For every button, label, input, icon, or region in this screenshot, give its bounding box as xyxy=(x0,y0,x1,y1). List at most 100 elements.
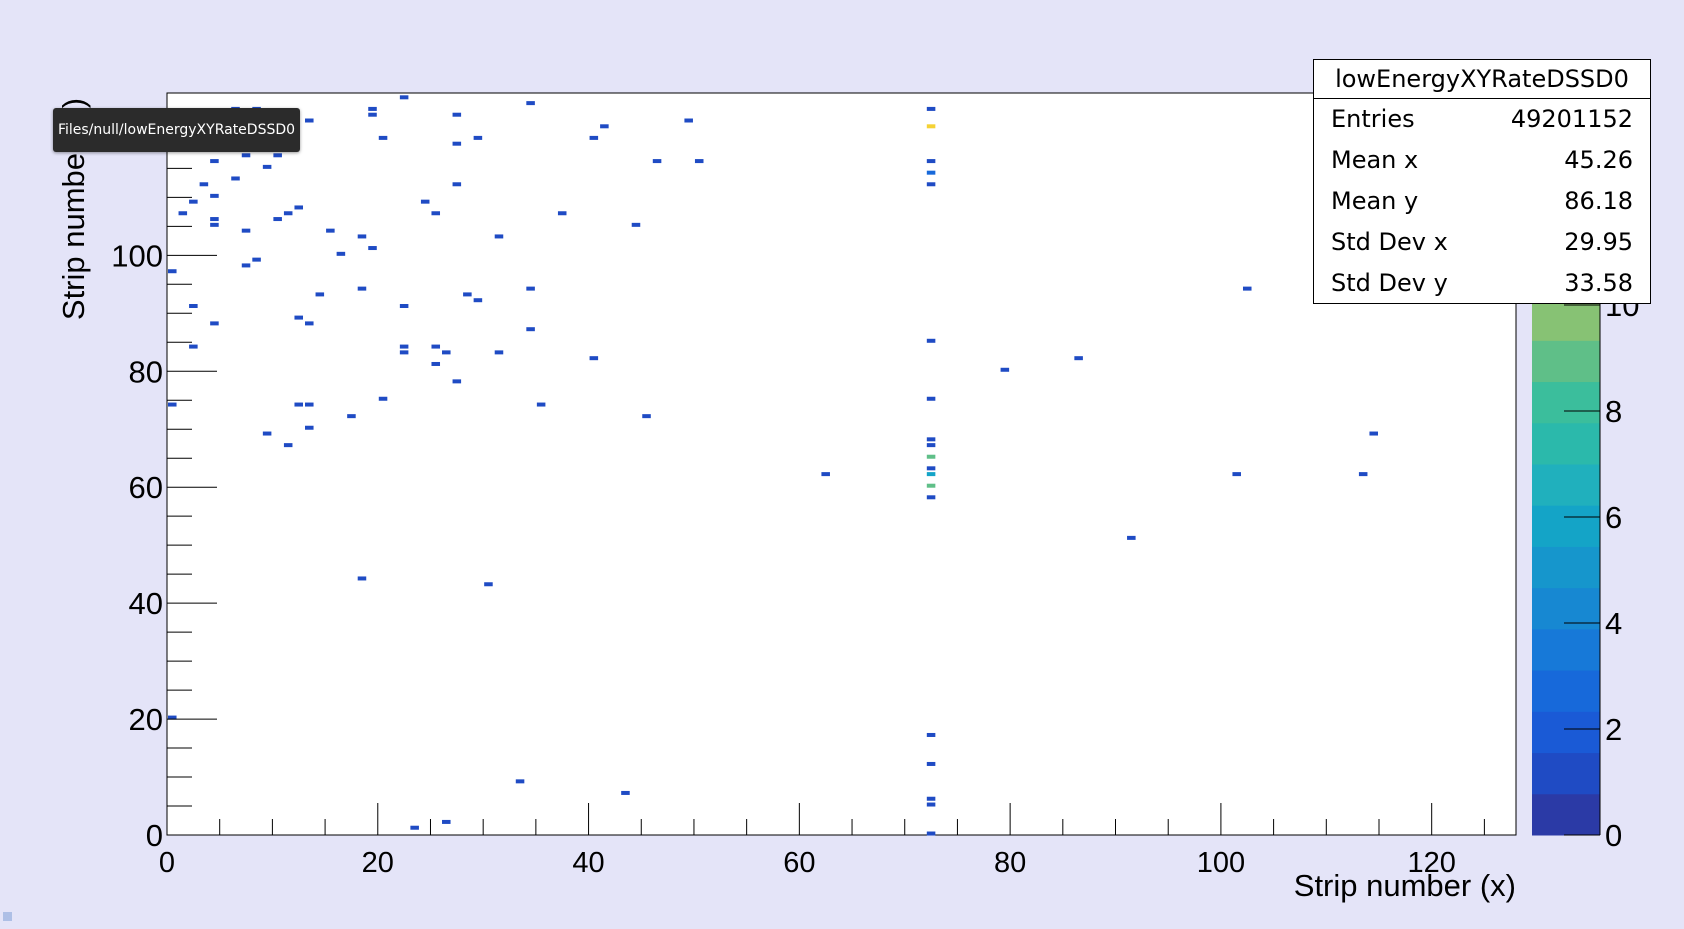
stats-label: Std Dev y xyxy=(1331,269,1448,297)
heatmap-cell xyxy=(262,164,272,169)
heatmap-cell xyxy=(273,217,282,222)
heatmap-cell xyxy=(368,106,377,111)
stats-value: 33.58 xyxy=(1564,269,1633,297)
heatmap-cell xyxy=(926,159,936,164)
heatmap-cell xyxy=(399,95,409,100)
stats-row-stddev-x: Std Dev x 29.95 xyxy=(1314,222,1650,263)
stats-title: lowEnergyXYRateDSSD0 xyxy=(1314,60,1650,99)
heatmap-cell xyxy=(262,431,272,436)
stats-label: Std Dev x xyxy=(1331,228,1448,256)
heatmap-cell xyxy=(442,350,451,355)
heatmap-cell xyxy=(1242,286,1252,291)
heatmap-cell xyxy=(926,396,936,401)
heatmap-cell xyxy=(926,796,936,801)
heatmap-cell xyxy=(557,211,567,216)
stats-value: 29.95 xyxy=(1564,228,1633,256)
heatmap-cell xyxy=(484,582,493,587)
heatmap-cell xyxy=(536,402,546,407)
heatmap-cell xyxy=(241,263,251,268)
heatmap-cell xyxy=(926,454,936,459)
heatmap-cell xyxy=(252,257,261,262)
stats-value: 49201152 xyxy=(1510,105,1633,133)
heatmap-cell xyxy=(652,159,662,164)
colorbar-band xyxy=(1532,628,1600,671)
heatmap-cell xyxy=(1074,356,1083,361)
heatmap-cell xyxy=(452,141,462,146)
heatmap-cell xyxy=(515,779,525,784)
heatmap-cell xyxy=(600,124,609,129)
colorbar-tick-label: 6 xyxy=(1605,500,1622,535)
heatmap-cell xyxy=(168,269,177,274)
heatmap-cell xyxy=(399,350,409,355)
heatmap-cell xyxy=(1127,535,1136,540)
heatmap-cell xyxy=(926,495,936,500)
heatmap-cell xyxy=(642,414,651,419)
heatmap-cell xyxy=(189,199,198,204)
heatmap-cell xyxy=(315,292,325,297)
colorbar-band xyxy=(1532,340,1600,383)
heatmap-cell xyxy=(189,344,198,349)
heatmap-cell xyxy=(926,761,936,766)
heatmap-cell xyxy=(684,118,693,123)
stats-value: 45.26 xyxy=(1564,146,1633,174)
heatmap-cell xyxy=(283,443,293,448)
heatmap-cell xyxy=(431,361,441,366)
heatmap-cell xyxy=(283,211,293,216)
heatmap-cell xyxy=(368,112,377,117)
colorbar-tick-label: 8 xyxy=(1605,394,1622,429)
heatmap-cell xyxy=(210,222,219,227)
heatmap-cell xyxy=(926,437,936,442)
heatmap-cell xyxy=(336,251,346,256)
heatmap-cell xyxy=(189,304,198,309)
heatmap-cell xyxy=(526,286,535,291)
stats-row-stddev-y: Std Dev y 33.58 xyxy=(1314,263,1650,304)
heatmap-cell xyxy=(378,135,388,140)
x-tick-label: 80 xyxy=(994,847,1026,879)
heatmap-cell xyxy=(926,443,936,448)
x-tick-label: 0 xyxy=(159,847,175,879)
y-tick-label: 40 xyxy=(129,586,163,621)
heatmap-cell xyxy=(494,350,504,355)
heatmap-cell xyxy=(199,182,209,187)
colorbar-tick-label: 2 xyxy=(1605,712,1622,747)
heatmap-cell xyxy=(357,576,367,581)
heatmap-cell xyxy=(463,292,472,297)
x-tick-label: 120 xyxy=(1407,847,1455,879)
colorbar-tick-label: 0 xyxy=(1605,818,1622,853)
heatmap-cell xyxy=(621,790,630,795)
stats-row-mean-x: Mean x 45.26 xyxy=(1314,140,1650,181)
heatmap-cell xyxy=(357,286,367,291)
colorbar-band xyxy=(1532,422,1600,465)
heatmap-cell xyxy=(926,182,936,187)
heatmap-cell xyxy=(378,396,388,401)
heatmap-cell xyxy=(926,170,936,175)
heatmap-cell xyxy=(926,732,936,737)
heatmap-cell xyxy=(241,228,251,233)
y-tick-label: 80 xyxy=(129,354,163,389)
heatmap-cell xyxy=(178,211,188,216)
heatmap-cell xyxy=(926,472,936,477)
heatmap-cell xyxy=(168,402,177,407)
stats-label: Mean y xyxy=(1331,187,1419,215)
heatmap-cell xyxy=(589,356,599,361)
heatmap-cell xyxy=(589,135,599,140)
y-tick-label: 20 xyxy=(129,702,163,737)
colorbar-band xyxy=(1532,670,1600,712)
stats-box[interactable]: lowEnergyXYRateDSSD0 Entries 49201152 Me… xyxy=(1313,59,1651,304)
heatmap-cell xyxy=(926,466,936,471)
heatmap-cell xyxy=(473,298,483,303)
colorbar-band xyxy=(1532,546,1600,589)
resize-grip[interactable] xyxy=(3,912,12,921)
heatmap-cell xyxy=(241,153,251,158)
heatmap-cell xyxy=(305,118,314,123)
heatmap-cell xyxy=(926,802,936,807)
stats-row-mean-y: Mean y 86.18 xyxy=(1314,181,1650,222)
heatmap-cell xyxy=(452,182,462,187)
heatmap-cell xyxy=(420,199,430,204)
colorbar-band xyxy=(1532,711,1600,754)
y-tick-label: 60 xyxy=(129,470,163,505)
heatmap-cell xyxy=(431,211,441,216)
heatmap-cell xyxy=(294,402,304,407)
heatmap-cell xyxy=(326,228,335,233)
heatmap-cell xyxy=(231,176,240,181)
